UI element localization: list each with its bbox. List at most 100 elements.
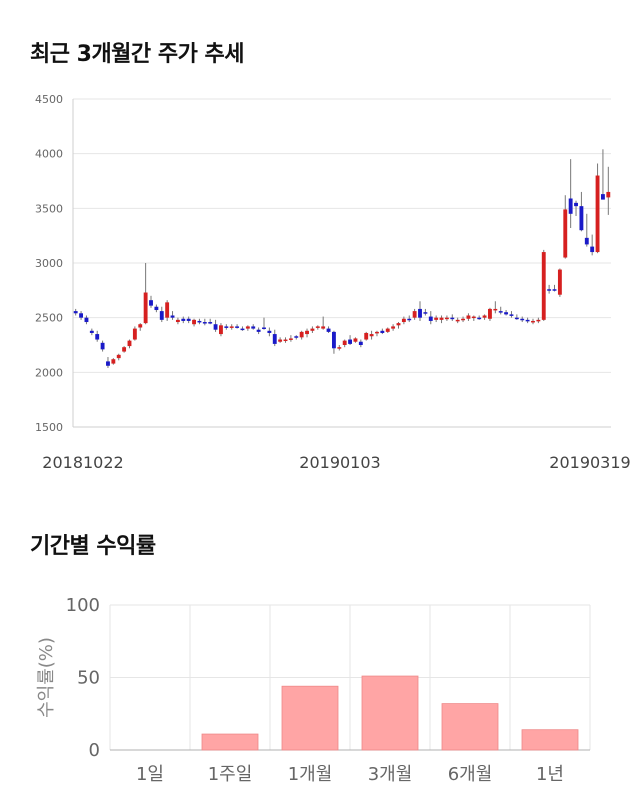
candle-body bbox=[337, 347, 342, 349]
y-tick-label: 0 bbox=[89, 740, 100, 761]
candle-body bbox=[434, 317, 439, 320]
candle-body bbox=[267, 330, 272, 333]
returns-title: 기간별 수익률 bbox=[30, 534, 156, 559]
candle-body bbox=[278, 339, 283, 342]
x-tick-label: 3개월 bbox=[368, 764, 413, 785]
candle-body bbox=[471, 316, 476, 319]
candle-body bbox=[127, 340, 132, 347]
candle-body bbox=[138, 324, 143, 328]
candle-body bbox=[326, 328, 331, 332]
candle-body bbox=[197, 320, 202, 323]
candle-body bbox=[461, 318, 465, 321]
candle-body bbox=[358, 341, 363, 345]
candle-body bbox=[504, 312, 509, 315]
x-tick-label: 1일 bbox=[136, 764, 164, 785]
candle-body bbox=[536, 319, 541, 322]
candle-body bbox=[122, 347, 127, 352]
candle-body bbox=[557, 269, 562, 295]
return-bar bbox=[201, 733, 259, 751]
candle-body bbox=[439, 317, 444, 320]
candle-body bbox=[428, 316, 433, 321]
candle-body bbox=[170, 315, 175, 318]
y-tick-label: 100 bbox=[66, 595, 100, 616]
candle-body bbox=[331, 331, 336, 349]
y-tick-label: 1500 bbox=[35, 421, 63, 434]
candle-body bbox=[600, 194, 605, 200]
candle-body bbox=[175, 319, 180, 323]
candle-body bbox=[213, 324, 218, 330]
candle-body bbox=[181, 318, 186, 321]
candle-body bbox=[407, 318, 412, 321]
candle-body bbox=[541, 252, 546, 320]
candle-body bbox=[143, 292, 148, 324]
candlestick-chart: 1500 2000 2500 3000 3500 4000 4500 20181022 2019… bbox=[35, 93, 631, 472]
x-tick-label: 1년 bbox=[536, 764, 564, 785]
x-tick-label: 1주일 bbox=[208, 764, 253, 785]
candle-body bbox=[412, 311, 417, 318]
y-tick-label: 50 bbox=[77, 668, 100, 689]
candle-body bbox=[401, 318, 406, 323]
candle-body bbox=[579, 206, 584, 231]
candle-body bbox=[466, 315, 471, 319]
return-bar bbox=[361, 675, 419, 751]
candle-body bbox=[531, 320, 535, 323]
candle-body bbox=[192, 319, 196, 325]
candle-body bbox=[444, 317, 449, 320]
candle-body bbox=[364, 332, 369, 340]
candle-body bbox=[111, 359, 116, 364]
candle-body bbox=[299, 331, 304, 338]
candle-body bbox=[116, 354, 121, 359]
candle-body bbox=[418, 308, 422, 318]
candle-body bbox=[396, 323, 401, 326]
candle-body bbox=[477, 317, 482, 320]
candle-body bbox=[514, 317, 519, 320]
candle-body bbox=[563, 209, 568, 258]
candle-body bbox=[552, 289, 557, 291]
candle-body bbox=[272, 334, 277, 344]
candle-body bbox=[235, 326, 240, 328]
candle-body bbox=[229, 326, 234, 328]
return-bar bbox=[281, 685, 339, 751]
candle-body bbox=[574, 202, 578, 207]
candle-body bbox=[186, 318, 191, 321]
candle-body bbox=[590, 246, 595, 253]
y-tick-label: 3000 bbox=[35, 257, 63, 270]
candle-body bbox=[245, 326, 250, 329]
candle-body bbox=[509, 314, 514, 316]
candle-body bbox=[79, 313, 84, 318]
candle-body bbox=[498, 311, 503, 313]
candle-body bbox=[224, 326, 229, 328]
candle-body bbox=[321, 326, 326, 329]
candle-body bbox=[450, 317, 455, 320]
candle-body bbox=[525, 319, 530, 322]
x-tick-label: 1개월 bbox=[288, 764, 333, 785]
candle-body bbox=[375, 331, 379, 334]
candle-body bbox=[305, 330, 309, 335]
y-tick-label: 2500 bbox=[35, 312, 63, 325]
return-bar bbox=[521, 729, 579, 751]
candle-body bbox=[89, 330, 94, 333]
candle-body bbox=[315, 326, 320, 328]
candle-body bbox=[385, 328, 390, 332]
candle-body bbox=[73, 311, 78, 314]
return-bar bbox=[441, 703, 499, 751]
candle-body bbox=[283, 339, 288, 342]
candle-body bbox=[208, 322, 213, 324]
candle-body bbox=[482, 315, 487, 318]
candle-body bbox=[380, 330, 385, 333]
y-tick-label: 2000 bbox=[35, 366, 63, 379]
candle-body bbox=[488, 308, 492, 319]
candle-body bbox=[219, 325, 223, 335]
candle-body bbox=[547, 289, 552, 291]
candle-body bbox=[584, 237, 589, 245]
candle-body bbox=[159, 311, 164, 320]
x-tick-label: 6개월 bbox=[448, 764, 493, 785]
candle-body bbox=[423, 312, 428, 314]
candle-body bbox=[149, 300, 153, 306]
candle-body bbox=[369, 334, 374, 337]
x-tick-label: 20190319 bbox=[549, 453, 630, 472]
candle-body bbox=[132, 328, 137, 340]
candle-body bbox=[348, 339, 353, 344]
candle-body bbox=[520, 318, 525, 321]
candle-body bbox=[455, 319, 460, 322]
